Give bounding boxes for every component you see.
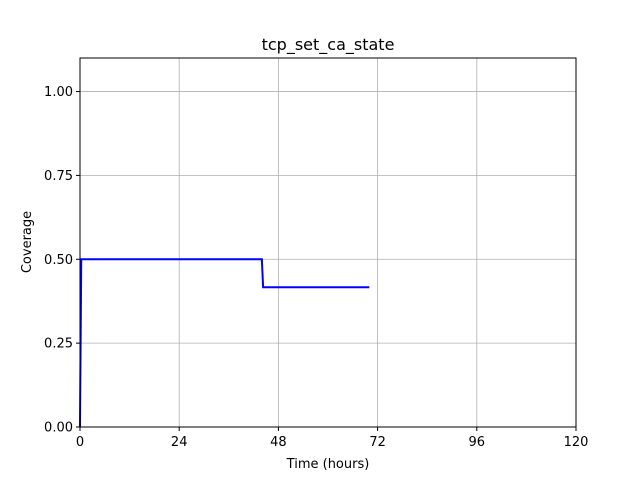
x-axis: 0 24 48 72 96 120	[76, 427, 589, 450]
y-tick-label: 0.00	[44, 421, 73, 436]
y-axis: 0.00 0.25 0.50 0.75 1.00	[44, 85, 80, 436]
series-layer	[79, 258, 370, 428]
chart-title: tcp_set_ca_state	[262, 35, 395, 55]
x-tick-label: 0	[76, 435, 84, 450]
coverage-series-line	[79, 258, 370, 428]
y-tick-label: 0.50	[44, 253, 73, 268]
x-tick-label: 48	[270, 435, 287, 450]
x-tick-label: 96	[469, 435, 486, 450]
y-tick-label: 0.25	[44, 337, 73, 352]
plot-frame	[79, 57, 577, 428]
x-tick-label: 120	[564, 435, 589, 450]
x-axis-label: Time (hours)	[286, 457, 370, 472]
x-tick-label: 24	[171, 435, 188, 450]
grid	[79, 58, 577, 428]
y-axis-label: Coverage	[20, 211, 35, 273]
y-tick-label: 0.75	[44, 169, 73, 184]
y-tick-label: 1.00	[44, 85, 73, 100]
x-tick-label: 72	[369, 435, 386, 450]
